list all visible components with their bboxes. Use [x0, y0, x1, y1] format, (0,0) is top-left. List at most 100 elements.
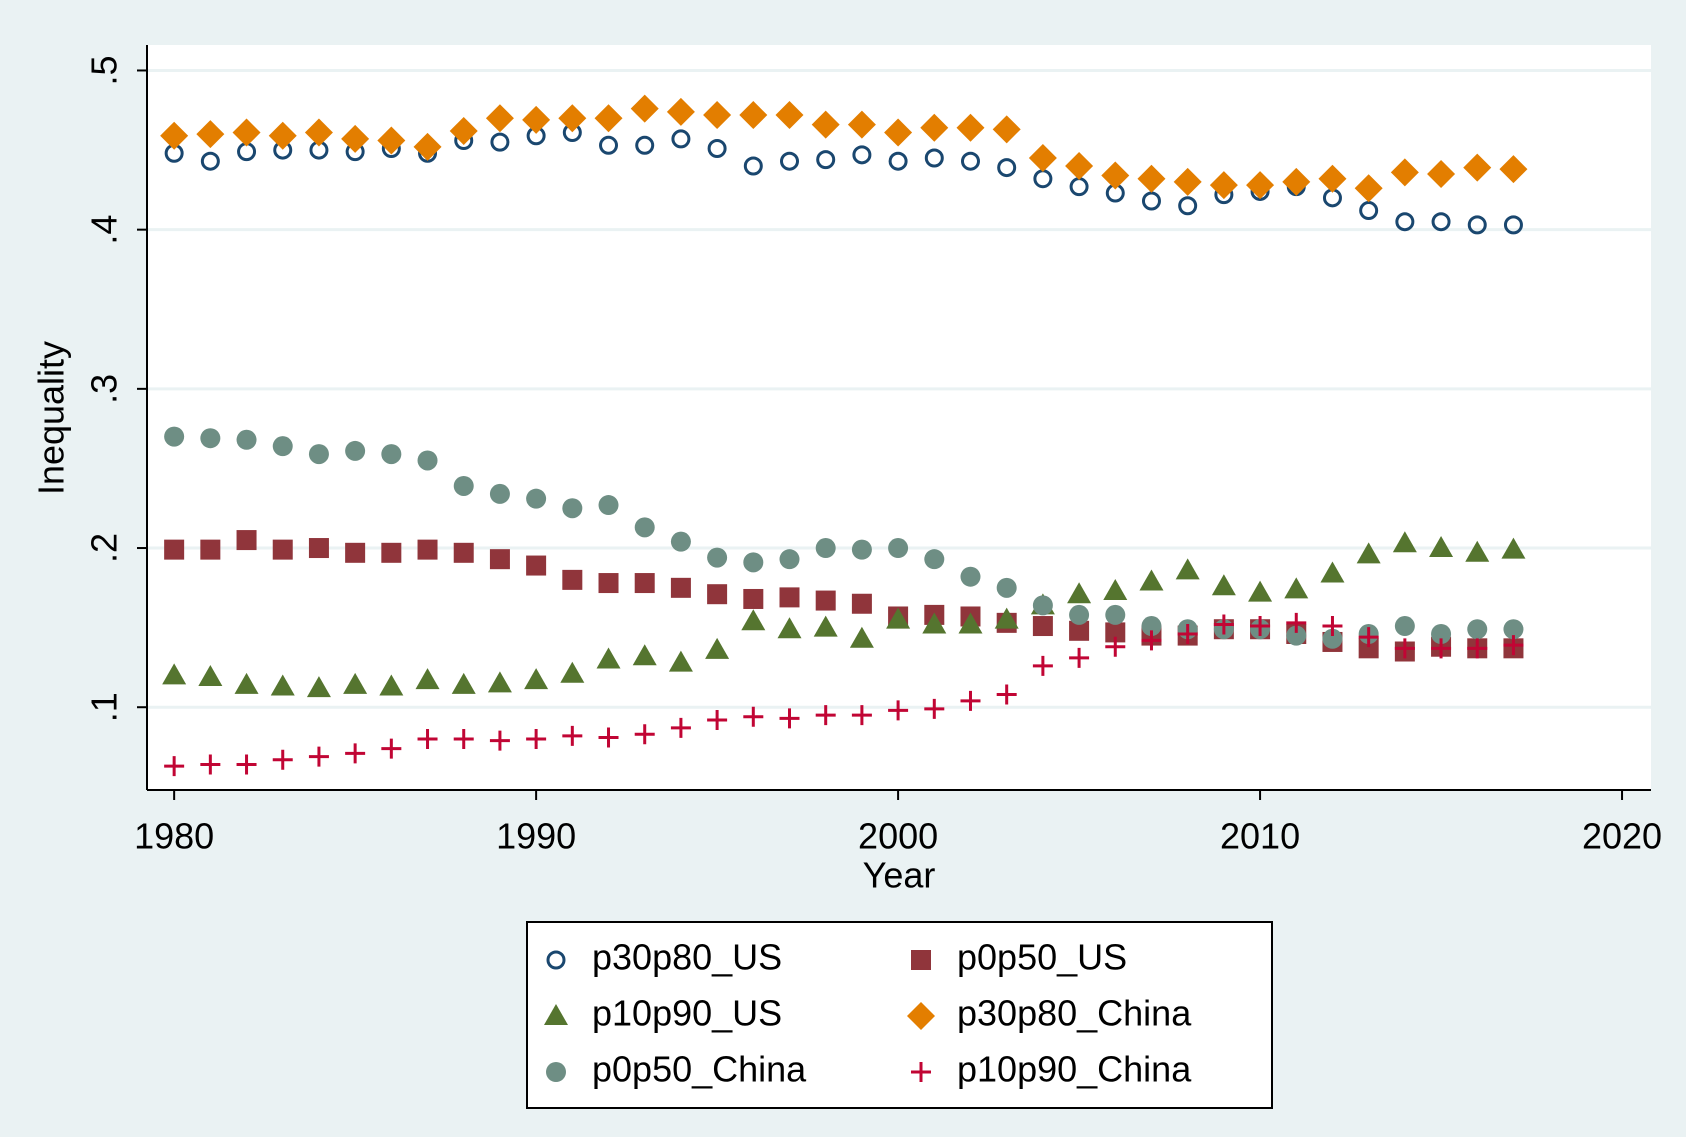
data-point: [453, 729, 474, 750]
data-point: [489, 549, 510, 570]
data-point: [1282, 167, 1311, 196]
data-point: [670, 577, 691, 598]
data-point: [743, 588, 764, 609]
data-point: [1173, 167, 1202, 196]
data-point: [1101, 161, 1130, 190]
data-point: [1394, 638, 1415, 659]
data-point: [707, 709, 728, 730]
data-point: [306, 676, 331, 698]
data-point: [1139, 569, 1164, 591]
data-point: [489, 483, 510, 504]
data-point: [1356, 542, 1381, 564]
data-point: [1359, 201, 1379, 221]
data-point: [200, 151, 220, 171]
data-point: [1032, 616, 1053, 637]
data-point: [526, 729, 547, 750]
data-point: [308, 444, 329, 465]
data-point: [632, 644, 657, 666]
data-point: [485, 104, 514, 133]
data-point: [888, 538, 909, 559]
data-point: [417, 539, 438, 560]
legend-label: p0p50_US: [957, 937, 1127, 978]
data-point: [1354, 174, 1383, 203]
data-point: [920, 113, 949, 142]
data-point: [1105, 622, 1126, 643]
data-point: [634, 517, 655, 538]
data-point: [200, 754, 221, 775]
data-point: [345, 440, 366, 461]
data-point: [888, 151, 908, 171]
data-point: [703, 101, 732, 130]
data-point: [1358, 627, 1379, 648]
legend-box: [526, 921, 1273, 1109]
data-point: [779, 549, 800, 570]
data-point: [599, 135, 619, 155]
data-point: [634, 573, 655, 594]
data-point: [489, 730, 510, 751]
data-point: [1069, 647, 1090, 668]
data-point: [413, 132, 442, 161]
data-point: [160, 121, 189, 150]
data-point: [198, 664, 223, 686]
data-point: [815, 590, 836, 611]
x-tick-label: 1980: [134, 816, 214, 857]
y-tick-label: .4: [84, 215, 125, 245]
data-point: [996, 684, 1017, 705]
y-tick-label: .1: [84, 692, 125, 722]
data-point: [449, 116, 478, 145]
data-point: [304, 118, 333, 147]
x-axis-label: Year: [863, 855, 936, 896]
data-point: [196, 120, 225, 149]
data-point: [1431, 623, 1452, 644]
data-point: [707, 547, 728, 568]
data-point: [1213, 614, 1234, 635]
data-point: [1175, 558, 1200, 580]
data-point: [743, 552, 764, 573]
data-point: [381, 444, 402, 465]
data-point: [1390, 158, 1419, 187]
data-point: [417, 729, 438, 750]
data-point: [743, 156, 763, 176]
plot-area: [147, 45, 1651, 790]
data-point: [1467, 215, 1487, 235]
data-point: [1069, 604, 1090, 625]
data-point: [490, 132, 510, 152]
legend-marker: [907, 1002, 935, 1030]
data-point: [1209, 171, 1238, 200]
data-point: [813, 615, 838, 637]
data-point: [630, 94, 659, 123]
data-point: [847, 110, 876, 139]
data-point: [1105, 636, 1126, 657]
data-point: [1431, 638, 1452, 659]
data-point: [780, 151, 800, 171]
data-point: [1427, 159, 1456, 188]
data-point: [635, 135, 655, 155]
data-point: [1467, 638, 1488, 659]
data-point: [234, 672, 259, 694]
data-point: [272, 436, 293, 457]
data-point: [379, 674, 404, 696]
data-point: [1503, 635, 1524, 656]
y-tick-label: .5: [84, 55, 125, 85]
data-point: [960, 690, 981, 711]
data-point: [1286, 625, 1307, 646]
data-point: [670, 531, 691, 552]
data-point: [596, 647, 621, 669]
data-point: [1141, 630, 1162, 651]
data-point: [851, 593, 872, 614]
data-point: [381, 738, 402, 759]
data-point: [739, 101, 768, 130]
data-point: [1250, 616, 1271, 637]
data-point: [1286, 612, 1307, 633]
data-point: [164, 426, 185, 447]
data-point: [886, 607, 911, 629]
legend-marker: [544, 1004, 568, 1025]
data-point: [816, 150, 836, 170]
x-tick-label: 2020: [1582, 816, 1662, 857]
data-point: [598, 727, 619, 748]
data-point: [924, 148, 944, 168]
data-point: [1318, 164, 1347, 193]
data-point: [487, 671, 512, 693]
data-point: [164, 539, 185, 560]
data-point: [598, 573, 619, 594]
